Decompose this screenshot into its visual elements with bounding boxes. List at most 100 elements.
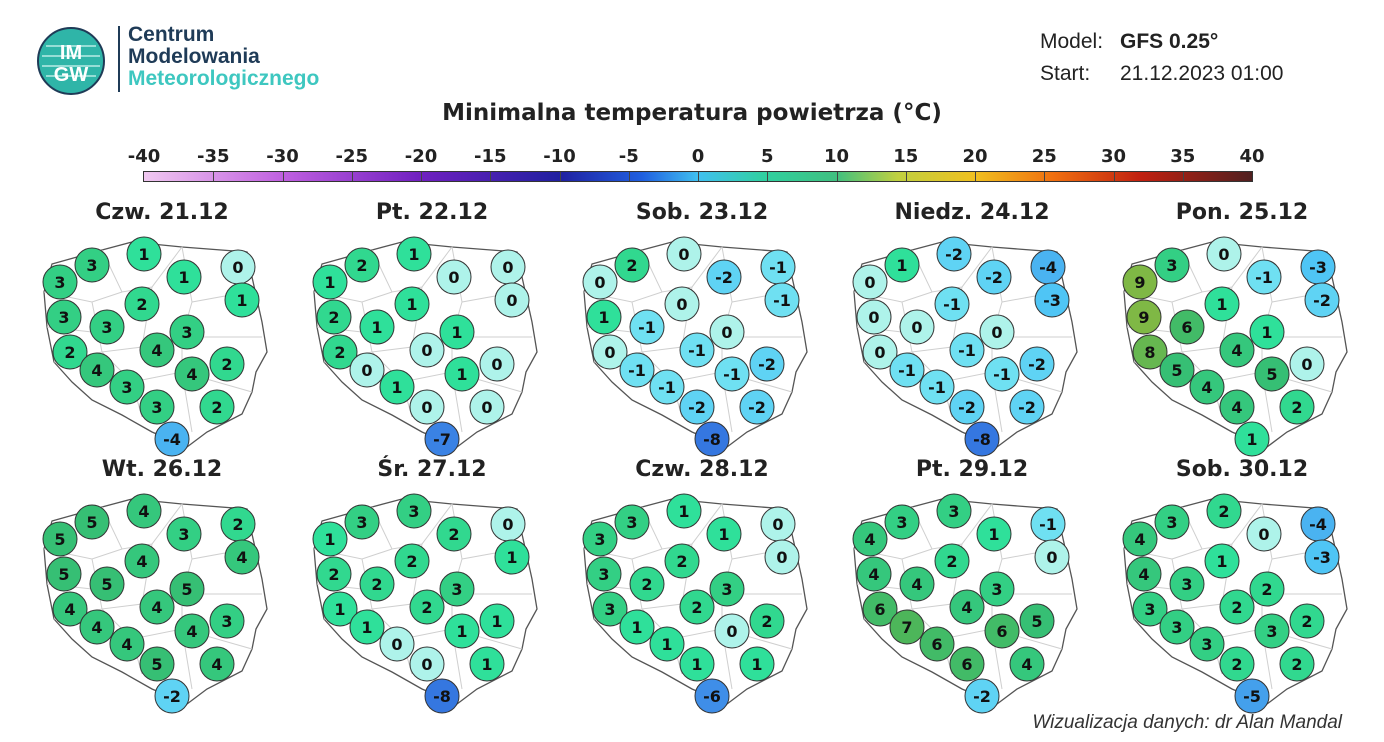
colorbar-tick [282, 172, 284, 181]
station-value: 0 [1258, 525, 1269, 544]
station-marker [1204, 286, 1240, 322]
station-value: 0 [391, 635, 402, 654]
station-value: 4 [864, 530, 875, 549]
station-value: 4 [1231, 398, 1242, 417]
forecast-panel: Niedz. 24.12 1 -2 0 -2 -4 -3 0 -1 0 0 0 -1 -2 -1 -1 -1 -2… [837, 200, 1107, 470]
temperature-station: 2 [124, 286, 160, 322]
temperature-station: 1 [586, 299, 622, 335]
temperature-station: 9 [1126, 299, 1162, 335]
temperature-station: -2 [749, 346, 785, 382]
temperature-station: 6 [919, 626, 955, 662]
station-value: -2 [958, 398, 976, 417]
station-value: 0 [604, 343, 615, 362]
temperature-station: 0 [899, 309, 935, 345]
station-value: 1 [406, 295, 417, 314]
temperature-station: 1 [649, 626, 685, 662]
temperature-station: 7 [889, 609, 925, 645]
station-value: 7 [901, 618, 912, 637]
colorbar-tick [628, 172, 630, 181]
region-border [911, 337, 993, 383]
station-marker [1254, 356, 1290, 392]
station-value: 1 [371, 318, 382, 337]
station-value: 1 [361, 618, 372, 637]
station-marker [1169, 309, 1205, 345]
station-value: -4 [1309, 515, 1327, 534]
station-value: 0 [502, 258, 513, 277]
station-value: -1 [958, 341, 976, 360]
station-value: 3 [1181, 575, 1192, 594]
station-marker [979, 314, 1015, 350]
colorbar-labels: -40 -35 -30 -25 -20 -15 -10 -5 0 5 10 15 20 25 30 35 40 [100, 146, 1300, 170]
colorbar-tick [213, 172, 215, 181]
station-marker [949, 646, 985, 682]
region-border [641, 337, 723, 383]
temperature-station: 3 [1159, 609, 1195, 645]
station-marker [79, 609, 115, 645]
temperature-station: -6 [694, 678, 730, 714]
station-value: 1 [1216, 295, 1227, 314]
colorbar-tick-label: -40 [127, 146, 161, 167]
station-marker [1019, 346, 1055, 382]
temperature-station: 6 [984, 613, 1020, 649]
temperature-station: -1 [1030, 506, 1066, 542]
colorbar-tick [559, 172, 561, 181]
station-value: -2 [985, 268, 1003, 287]
station-marker [394, 543, 430, 579]
station-marker [344, 247, 380, 283]
colorbar-tick-label: 0 [691, 146, 705, 167]
station-marker [139, 389, 175, 425]
colorbar-tick [421, 172, 422, 181]
temperature-station: 4 [856, 556, 892, 592]
temperature-station: 0 [852, 264, 888, 300]
forecast-panel: Pt. 22.12 2 1 1 0 0 0 2 1 1 1 2 0 0 0 1 1 0 0 -7 [297, 200, 567, 470]
station-marker [169, 314, 205, 350]
station-marker [1304, 282, 1340, 318]
station-value: -8 [703, 430, 721, 449]
station-marker [439, 571, 475, 607]
station-value: 0 [421, 398, 432, 417]
temperature-station: 5 [42, 521, 78, 557]
colorbar-tick [1182, 172, 1184, 181]
temperature-station: 2 [1206, 493, 1242, 529]
temperature-station: 1 [312, 264, 348, 300]
temperature-station: 3 [74, 247, 110, 283]
temperature-station: 5 [1019, 603, 1055, 639]
station-value: 1 [1246, 430, 1257, 449]
station-value: 2 [221, 355, 232, 374]
station-marker [649, 369, 685, 405]
station-marker [174, 356, 210, 392]
region-border [1181, 337, 1263, 383]
station-value: -1 [773, 291, 791, 310]
temperature-station: -8 [424, 678, 460, 714]
temperature-station: -7 [424, 421, 460, 457]
station-value: 1 [718, 525, 729, 544]
station-marker [409, 646, 445, 682]
station-marker [936, 493, 972, 529]
station-marker [694, 678, 730, 714]
station-marker [89, 566, 125, 602]
station-value: 1 [1216, 552, 1227, 571]
station-value: 0 [726, 622, 737, 641]
station-marker [439, 314, 475, 350]
station-value: 2 [1231, 598, 1242, 617]
station-marker [46, 556, 82, 592]
colorbar-tick-label: -10 [543, 146, 576, 167]
station-value: 1 [481, 655, 492, 674]
station-value: 2 [406, 552, 417, 571]
station-marker [52, 591, 88, 627]
logo-line1: Centrum [128, 23, 215, 46]
temperature-station: 3 [1154, 247, 1190, 283]
temperature-station: 0 [582, 264, 618, 300]
station-marker [312, 521, 348, 557]
station-marker [936, 236, 972, 272]
temperature-station: -2 [154, 678, 190, 714]
station-marker [1304, 539, 1340, 575]
temperature-station: 2 [1289, 603, 1325, 639]
temperature-station: 4 [139, 589, 175, 625]
station-value: 6 [874, 600, 885, 619]
station-value: 3 [151, 398, 162, 417]
station-value: 4 [151, 598, 162, 617]
station-marker [1204, 543, 1240, 579]
temperature-station: 5 [1159, 352, 1195, 388]
station-value: 1 [896, 256, 907, 275]
